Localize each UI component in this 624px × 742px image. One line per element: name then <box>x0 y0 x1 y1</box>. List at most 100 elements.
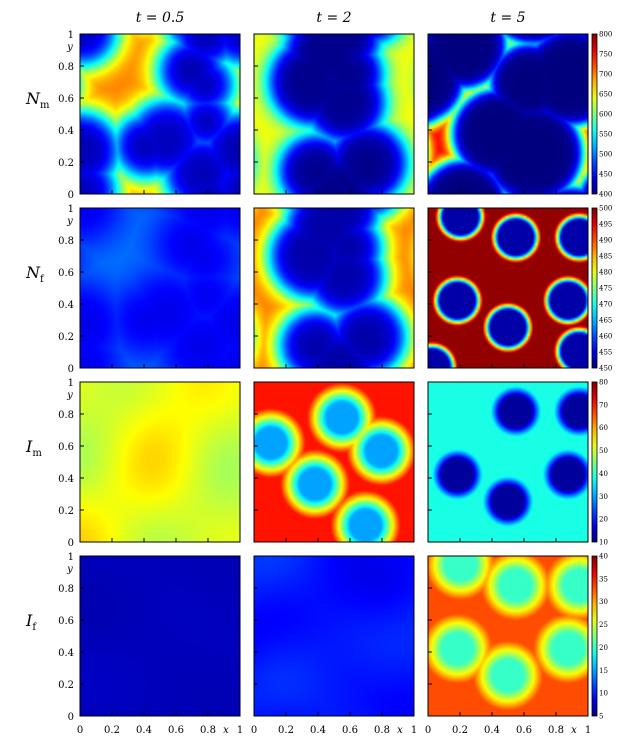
panel-frame <box>427 381 589 543</box>
y-tick-label: 0.8 <box>58 584 74 595</box>
panel-frame <box>427 555 589 717</box>
colorbar-tick-label: 20 <box>599 644 608 652</box>
y-tick-label: 1 <box>68 30 74 41</box>
colorbar-tick-label: 460 <box>599 333 612 341</box>
y-tick-label: 0.4 <box>58 126 74 137</box>
colorbar <box>591 555 598 717</box>
y-tick-label: 0.2 <box>58 158 74 169</box>
colorbar <box>591 381 598 543</box>
y-tick-label: 0 <box>68 538 74 549</box>
heatmap-panel <box>80 382 240 542</box>
row-label: If <box>25 611 37 633</box>
colorbar-tick-label: 60 <box>599 424 608 432</box>
y-tick-label: 0 <box>68 364 74 375</box>
colorbar-tick-label: 650 <box>599 91 612 99</box>
y-tick-label: 0.2 <box>58 680 74 691</box>
y-tick-label: 0.6 <box>58 442 74 453</box>
panel-frame <box>427 33 589 195</box>
colorbar-tick-label: 455 <box>599 349 612 357</box>
heatmap-panel <box>254 382 414 542</box>
x-tick-label: 1 <box>237 725 243 736</box>
heatmap-panel <box>80 208 240 368</box>
colorbar-tick-label: 450 <box>599 171 612 179</box>
panel-frame <box>79 381 241 543</box>
heatmap-panel <box>428 556 588 716</box>
y-tick-label: 0.8 <box>58 62 74 73</box>
x-tick-label: 0.6 <box>342 725 358 736</box>
y-tick-label: 0.4 <box>58 300 74 311</box>
x-tick-label: 0.8 <box>374 725 390 736</box>
colorbar-tick-label: 500 <box>599 205 612 213</box>
colorbar-tick-label: 25 <box>599 621 608 629</box>
panel-frame <box>253 33 415 195</box>
row-label-main: N <box>25 89 41 108</box>
column-title: t = 0.5 <box>136 10 185 26</box>
heatmap-panel <box>428 34 588 194</box>
y-axis-label: y <box>66 390 73 401</box>
x-tick-label: 0 <box>425 725 431 736</box>
x-axis-label: x <box>571 725 577 736</box>
colorbar-tick-label: 10 <box>599 539 608 547</box>
x-axis-label: x <box>223 725 229 736</box>
row-label-sub: f <box>40 274 45 285</box>
y-tick-label: 0.4 <box>58 474 74 485</box>
colorbar-tick-label: 10 <box>599 690 608 698</box>
y-tick-label: 0.8 <box>58 410 74 421</box>
panel-frame <box>427 207 589 369</box>
row-label-main: I <box>25 437 33 456</box>
colorbar-tick-label: 750 <box>599 51 612 59</box>
row-label-sub: m <box>40 100 50 111</box>
colorbar-tick-label: 485 <box>599 253 612 261</box>
y-tick-label: 0.2 <box>58 506 74 517</box>
colorbar-tick-label: 500 <box>599 151 612 159</box>
colorbar-tick-label: 495 <box>599 221 612 229</box>
y-tick-label: 0.8 <box>58 236 74 247</box>
colorbar <box>591 33 598 195</box>
y-tick-label: 0.6 <box>58 268 74 279</box>
y-tick-label: 0 <box>68 712 74 723</box>
row-label: Nm <box>25 89 50 111</box>
y-tick-label: 0 <box>68 190 74 201</box>
row-label-sub: f <box>32 622 37 633</box>
x-tick-label: 0 <box>77 725 83 736</box>
x-tick-label: 0 <box>251 725 257 736</box>
panel-frame <box>79 207 241 369</box>
y-axis-label: y <box>66 42 73 53</box>
colorbar-tick-label: 450 <box>599 365 612 373</box>
colorbar-tick-label: 400 <box>599 191 612 199</box>
colorbar-tick-label: 70 <box>599 401 608 409</box>
panel-frame <box>79 555 241 717</box>
row-label-main: I <box>25 611 33 630</box>
x-tick-label: 0.2 <box>104 725 120 736</box>
y-tick-label: 0.4 <box>58 648 74 659</box>
x-tick-label: 0.8 <box>200 725 216 736</box>
colorbar-tick-label: 50 <box>599 447 608 455</box>
y-axis-label: y <box>66 216 73 227</box>
x-tick-label: 1 <box>411 725 417 736</box>
colorbar-tick-label: 465 <box>599 317 612 325</box>
colorbar-tick-label: 20 <box>599 516 608 524</box>
heatmap-panel <box>80 556 240 716</box>
colorbar-tick-label: 475 <box>599 285 612 293</box>
y-tick-label: 1 <box>68 204 74 215</box>
x-axis-label: x <box>397 725 403 736</box>
colorbar-tick-label: 15 <box>599 667 608 675</box>
colorbar-tick-label: 800 <box>599 31 612 39</box>
y-tick-label: 1 <box>68 552 74 563</box>
panel-frame <box>79 33 241 195</box>
y-tick-label: 1 <box>68 378 74 389</box>
heatmap-panel <box>428 208 588 368</box>
heatmap-panel <box>254 556 414 716</box>
row-label: Nf <box>25 263 45 285</box>
colorbar-tick-label: 5 <box>599 713 603 721</box>
panel-frame <box>253 555 415 717</box>
x-tick-label: 0.6 <box>168 725 184 736</box>
panel-frame <box>253 207 415 369</box>
colorbar-tick-label: 30 <box>599 598 608 606</box>
heatmap-panel <box>254 208 414 368</box>
row-label: Im <box>25 437 42 459</box>
x-tick-label: 0.6 <box>516 725 532 736</box>
x-tick-label: 0.4 <box>484 725 500 736</box>
x-tick-label: 0.2 <box>452 725 468 736</box>
